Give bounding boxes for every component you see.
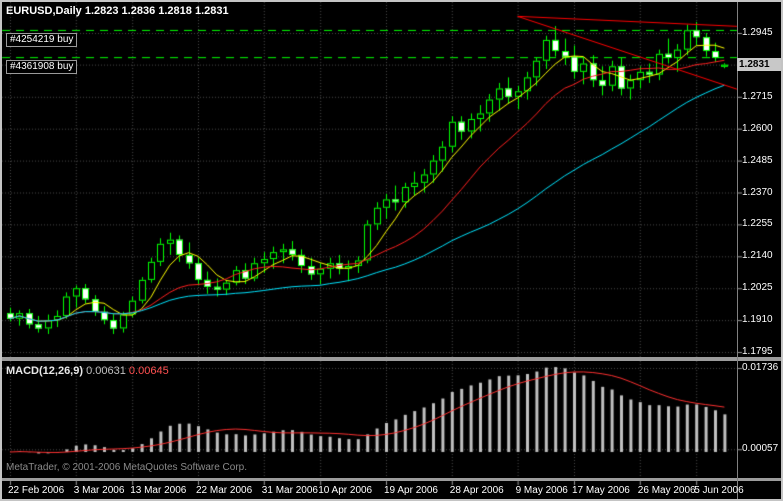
axis-divider xyxy=(0,478,783,481)
price-axis-label: 1.2255 xyxy=(742,218,773,230)
time-axis-label: 31 Mar 2006 xyxy=(261,485,318,496)
time-axis-label: 19 Apr 2006 xyxy=(384,485,438,496)
price-axis-label: 1.2715 xyxy=(742,90,773,102)
macd-main-value: 0.00631 xyxy=(86,365,126,377)
price-scale-border xyxy=(737,0,738,501)
price-axis-label: 1.2945 xyxy=(742,27,773,38)
price-axis-label: 1.2140 xyxy=(742,250,773,262)
time-axis-label: 26 May 2006 xyxy=(637,485,696,496)
time-axis-label: 13 Mar 2006 xyxy=(130,485,187,496)
time-axis-label: 28 Apr 2006 xyxy=(449,485,504,496)
macd-signal-value: 0.00645 xyxy=(128,365,169,377)
time-axis-label: 9 May 2006 xyxy=(515,485,568,496)
price-axis-label: 1.1910 xyxy=(742,314,773,326)
price-axis-label: 1.2600 xyxy=(742,122,773,134)
price-axis-label: 1.1795 xyxy=(742,346,773,357)
price-axis-label: 1.2485 xyxy=(742,154,773,166)
macd-axis-label: 0.00057 xyxy=(742,443,779,455)
order-line-label[interactable]: #4254219 buy xyxy=(6,32,78,47)
macd-axis-label: 0.01736 xyxy=(742,361,779,373)
time-axis-label: 10 Apr 2006 xyxy=(318,485,373,496)
time-axis-label: 5 Jun 2006 xyxy=(694,485,744,496)
macd-title: MACD(12,26,9) xyxy=(6,365,84,377)
symbol-quote-header: EURUSD,Daily 1.2823 1.2836 1.2818 1.2831 xyxy=(6,5,229,17)
current-price-tag: 1.2831 xyxy=(737,57,781,71)
time-axis-label: 22 Mar 2006 xyxy=(196,485,253,496)
metaquotes-watermark: MetaTrader, © 2001-2006 MetaQuotes Softw… xyxy=(6,462,248,473)
time-axis-label: 3 Mar 2006 xyxy=(73,485,125,496)
time-axis-label: 17 May 2006 xyxy=(572,485,630,496)
price-axis-label: 1.2025 xyxy=(742,282,773,294)
macd-indicator-header: MACD(12,26,9) 0.00631 0.00645 xyxy=(6,365,169,377)
time-axis-label: 22 Feb 2006 xyxy=(8,485,65,496)
order-line-label[interactable]: #4361908 buy xyxy=(6,60,78,75)
panel-divider[interactable] xyxy=(0,357,783,361)
price-axis-label: 1.2370 xyxy=(742,186,773,198)
